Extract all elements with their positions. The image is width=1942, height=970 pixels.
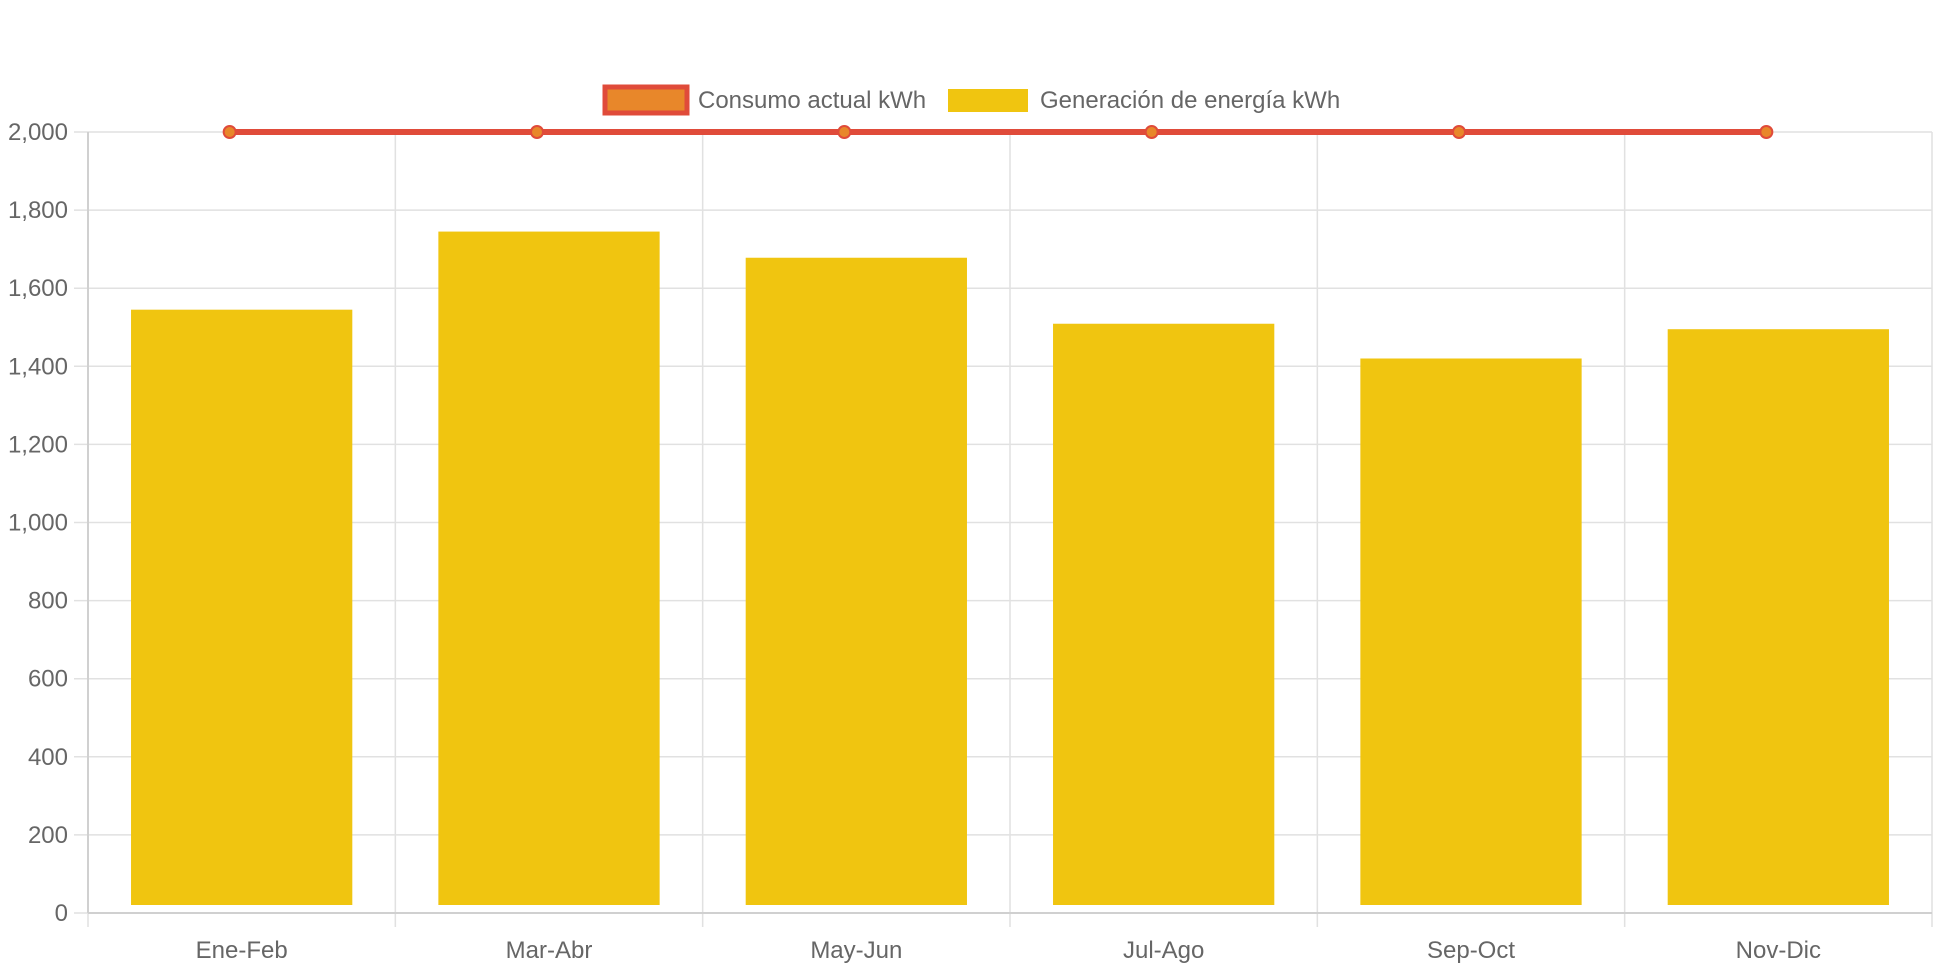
x-tick-label: May-Jun xyxy=(810,937,902,964)
y-tick-label: 400 xyxy=(28,744,68,771)
x-tick-label: Jul-Ago xyxy=(1123,937,1204,964)
legend[interactable]: Consumo actual kWh Generación de energía… xyxy=(602,84,1340,116)
legend-item-consumo[interactable]: Consumo actual kWh xyxy=(602,84,926,116)
consumo-point xyxy=(1144,125,1159,139)
y-tick-label: 1,000 xyxy=(8,510,68,537)
y-tick-label: 800 xyxy=(28,588,68,615)
consumo-point xyxy=(1452,125,1466,139)
consumo-point xyxy=(837,125,852,139)
bar-mar-abr xyxy=(438,231,660,905)
consumo-point xyxy=(530,125,544,139)
line-consumo xyxy=(222,125,1774,139)
legend-swatch-generacion xyxy=(948,89,1028,112)
y-tick-label: 600 xyxy=(28,666,68,693)
legend-swatch-consumo xyxy=(602,84,690,116)
x-tick-label: Ene-Feb xyxy=(196,937,288,964)
bar-may-jun xyxy=(745,257,967,906)
bar-nov-dic xyxy=(1667,329,1889,905)
x-tick-label: Mar-Abr xyxy=(506,937,593,964)
x-axis: Ene-Feb Mar-Abr May-Jun Jul-Ago Sep-Oct Nov-D… xyxy=(196,937,1821,964)
grid-lines xyxy=(74,131,1933,927)
consumo-point xyxy=(222,125,237,139)
y-tick-label: 200 xyxy=(28,822,68,849)
y-axis: 0 200 400 600 800 1,000 1,200 1,400 1,600 1,800 2,… xyxy=(8,119,68,927)
bars-generacion xyxy=(131,231,1889,906)
bar-jul-ago xyxy=(1053,323,1275,906)
consumo-point xyxy=(1759,125,1774,139)
y-tick-label: 1,400 xyxy=(8,353,68,380)
y-tick-label: 0 xyxy=(55,900,68,927)
y-tick-label: 1,600 xyxy=(8,275,68,302)
y-tick-label: 1,200 xyxy=(8,431,68,458)
x-tick-label: Nov-Dic xyxy=(1736,937,1821,964)
y-tick-label: 2,000 xyxy=(8,119,68,146)
x-tick-label: Sep-Oct xyxy=(1427,937,1515,964)
legend-label-consumo: Consumo actual kWh xyxy=(698,87,926,114)
bar-ene-feb xyxy=(131,309,353,905)
legend-label-generacion: Generación de energía kWh xyxy=(1040,87,1340,114)
bar-sep-oct xyxy=(1360,358,1582,905)
y-tick-label: 1,800 xyxy=(8,197,68,224)
legend-item-generacion[interactable]: Generación de energía kWh xyxy=(948,87,1340,114)
